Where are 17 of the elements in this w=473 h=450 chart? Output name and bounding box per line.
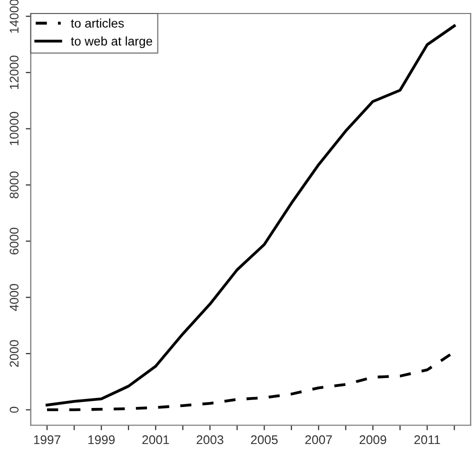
legend-label: to web at large xyxy=(70,36,152,48)
x-tick-label: 2011 xyxy=(414,435,440,444)
x-tick-label: 2001 xyxy=(142,435,169,444)
y-tick-label: 6000 xyxy=(10,228,19,254)
legend-label: to articles xyxy=(70,18,124,28)
x-tick-label: 1997 xyxy=(34,435,60,444)
y-tick-label: 0 xyxy=(10,406,19,413)
y-tick-label: 4000 xyxy=(10,284,19,311)
y-tick-label: 10000 xyxy=(10,112,19,146)
x-tick-label: 2003 xyxy=(196,435,224,444)
y-tick-label: 8000 xyxy=(10,172,19,198)
x-tick-label: 2007 xyxy=(305,435,332,444)
y-tick-label: 2000 xyxy=(10,340,19,367)
y-tick-label: 12000 xyxy=(10,56,19,89)
x-tick-label: 2005 xyxy=(250,435,278,444)
x-tick-label: 2009 xyxy=(360,435,386,444)
x-tick-label: 1999 xyxy=(88,435,115,444)
